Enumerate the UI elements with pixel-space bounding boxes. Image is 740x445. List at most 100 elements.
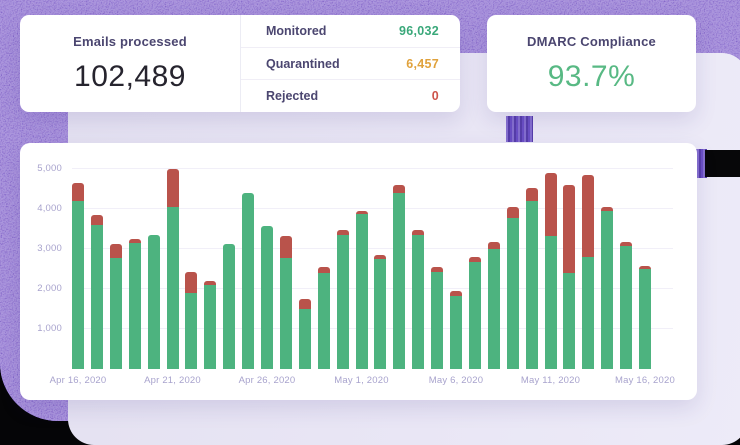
bar-segment-monitored (506, 218, 519, 369)
stat-row-quarantined: Quarantined 6,457 (241, 48, 460, 81)
chart-bar (128, 239, 141, 369)
emails-processed-card: Emails processed 102,489 Monitored 96,03… (20, 15, 460, 112)
x-axis-label: Apr 26, 2020 (238, 375, 296, 386)
chart-bar (109, 243, 122, 369)
bar-segment-monitored (355, 213, 368, 369)
bar-segment-quarantined (355, 211, 368, 214)
stats-section: Monitored 96,032 Quarantined 6,457 Rejec… (241, 15, 460, 112)
stat-value: 6,457 (406, 56, 439, 71)
bar-segment-monitored (582, 257, 595, 369)
chart-plot-area: 1,000 2,000 3,000 4,000 5,000 Apr 16, 2020 Apr… (37, 163, 675, 386)
chart-bar (336, 229, 349, 369)
bar-segment-quarantined (582, 174, 595, 257)
x-axis-label: Apr 16, 2020 (49, 375, 107, 386)
x-axis-label: Apr 21, 2020 (144, 375, 201, 386)
x-axis-label: May 11, 2020 (520, 375, 581, 386)
dmarc-compliance-value: 93.7% (547, 59, 636, 93)
bar-segment-quarantined (90, 215, 103, 225)
bar-segment-quarantined (185, 272, 198, 294)
bar-segment-quarantined (128, 239, 141, 243)
bar-segment-quarantined (506, 207, 519, 219)
y-axis-label: 4,000 (37, 203, 62, 214)
chart-bar (261, 225, 273, 369)
dmarc-compliance-card: DMARC Compliance 93.7% (487, 15, 696, 112)
bar-segment-monitored (72, 201, 84, 369)
stat-value: 0 (431, 89, 439, 104)
bar-segment-quarantined (109, 243, 122, 258)
bar-segment-monitored (242, 193, 255, 369)
bar-segment-quarantined (374, 255, 387, 259)
y-axis-label: 3,000 (37, 243, 62, 254)
x-axis-label: May 1, 2020 (334, 375, 389, 386)
chart-bar (601, 207, 614, 369)
chart-bar (298, 298, 311, 369)
chart-bar (563, 184, 576, 369)
chart-bar (374, 255, 387, 369)
gridline (72, 168, 673, 169)
bar-segment-quarantined (431, 267, 444, 273)
bar-segment-monitored (261, 225, 273, 369)
gridline (72, 288, 673, 289)
bar-segment-quarantined (487, 242, 500, 250)
emails-processed-title: Emails processed (73, 33, 187, 49)
gridline (72, 328, 673, 329)
chart-bar (72, 183, 84, 369)
bar-segment-monitored (487, 249, 500, 369)
chart-bar (544, 173, 557, 369)
bar-segment-monitored (468, 262, 481, 369)
bar-segment-quarantined (279, 235, 292, 258)
chart-bar (412, 229, 425, 369)
chart-bar (90, 215, 103, 369)
bar-segment-quarantined (166, 169, 179, 207)
bar-segment-monitored (128, 243, 141, 369)
bar-segment-monitored (336, 234, 349, 369)
bar-segment-monitored (185, 293, 198, 369)
bar-segment-monitored (544, 235, 557, 369)
bar-segment-monitored (279, 257, 292, 369)
y-axis-label: 5,000 (37, 163, 62, 174)
chart-bar (468, 257, 481, 369)
bar-segment-monitored (298, 308, 311, 369)
chart-bar (317, 267, 330, 369)
y-axis-label: 1,000 (37, 323, 62, 334)
chart-bar (166, 169, 179, 369)
stat-label: Rejected (266, 89, 319, 104)
bar-segment-monitored (204, 285, 217, 369)
bar-segment-monitored (90, 224, 103, 369)
bar-segment-quarantined (412, 229, 425, 235)
bar-segment-quarantined (336, 229, 349, 235)
chart-bar (393, 184, 406, 369)
bar-segment-monitored (166, 206, 179, 369)
chart-bar (620, 242, 633, 369)
stat-row-rejected: Rejected 0 (241, 80, 460, 112)
bar-segment-monitored (620, 246, 633, 369)
bar-segment-monitored (374, 259, 387, 369)
gridline (72, 208, 673, 209)
emails-processed-section: Emails processed 102,489 (20, 15, 241, 112)
chart-bar (204, 281, 217, 369)
chart-bar (487, 242, 500, 369)
chart-bar (450, 290, 462, 369)
bar-segment-quarantined (468, 257, 481, 263)
bar-segment-monitored (223, 243, 236, 369)
purple-artifact-block (506, 116, 533, 142)
bar-segment-monitored (317, 273, 330, 369)
gridline (72, 248, 673, 249)
chart-bar (279, 235, 292, 369)
email-volume-chart-card: 1,000 2,000 3,000 4,000 5,000 Apr 16, 2020 Apr… (20, 143, 697, 400)
bar-segment-monitored (601, 211, 614, 369)
dmarc-compliance-title: DMARC Compliance (527, 33, 656, 49)
bar-segment-monitored (393, 192, 406, 369)
chart-bar (431, 267, 444, 369)
chart-bar (506, 207, 519, 369)
black-artifact-block (705, 150, 740, 177)
chart-bar (582, 174, 595, 369)
chart-bar (223, 243, 236, 369)
stat-label: Quarantined (266, 56, 340, 71)
bar-segment-quarantined (601, 207, 614, 211)
bar-segment-monitored (109, 257, 122, 369)
bar-segment-monitored (412, 234, 425, 369)
chart-bar (355, 211, 368, 369)
bar-segment-quarantined (72, 183, 84, 202)
bar-segment-quarantined (298, 298, 311, 309)
